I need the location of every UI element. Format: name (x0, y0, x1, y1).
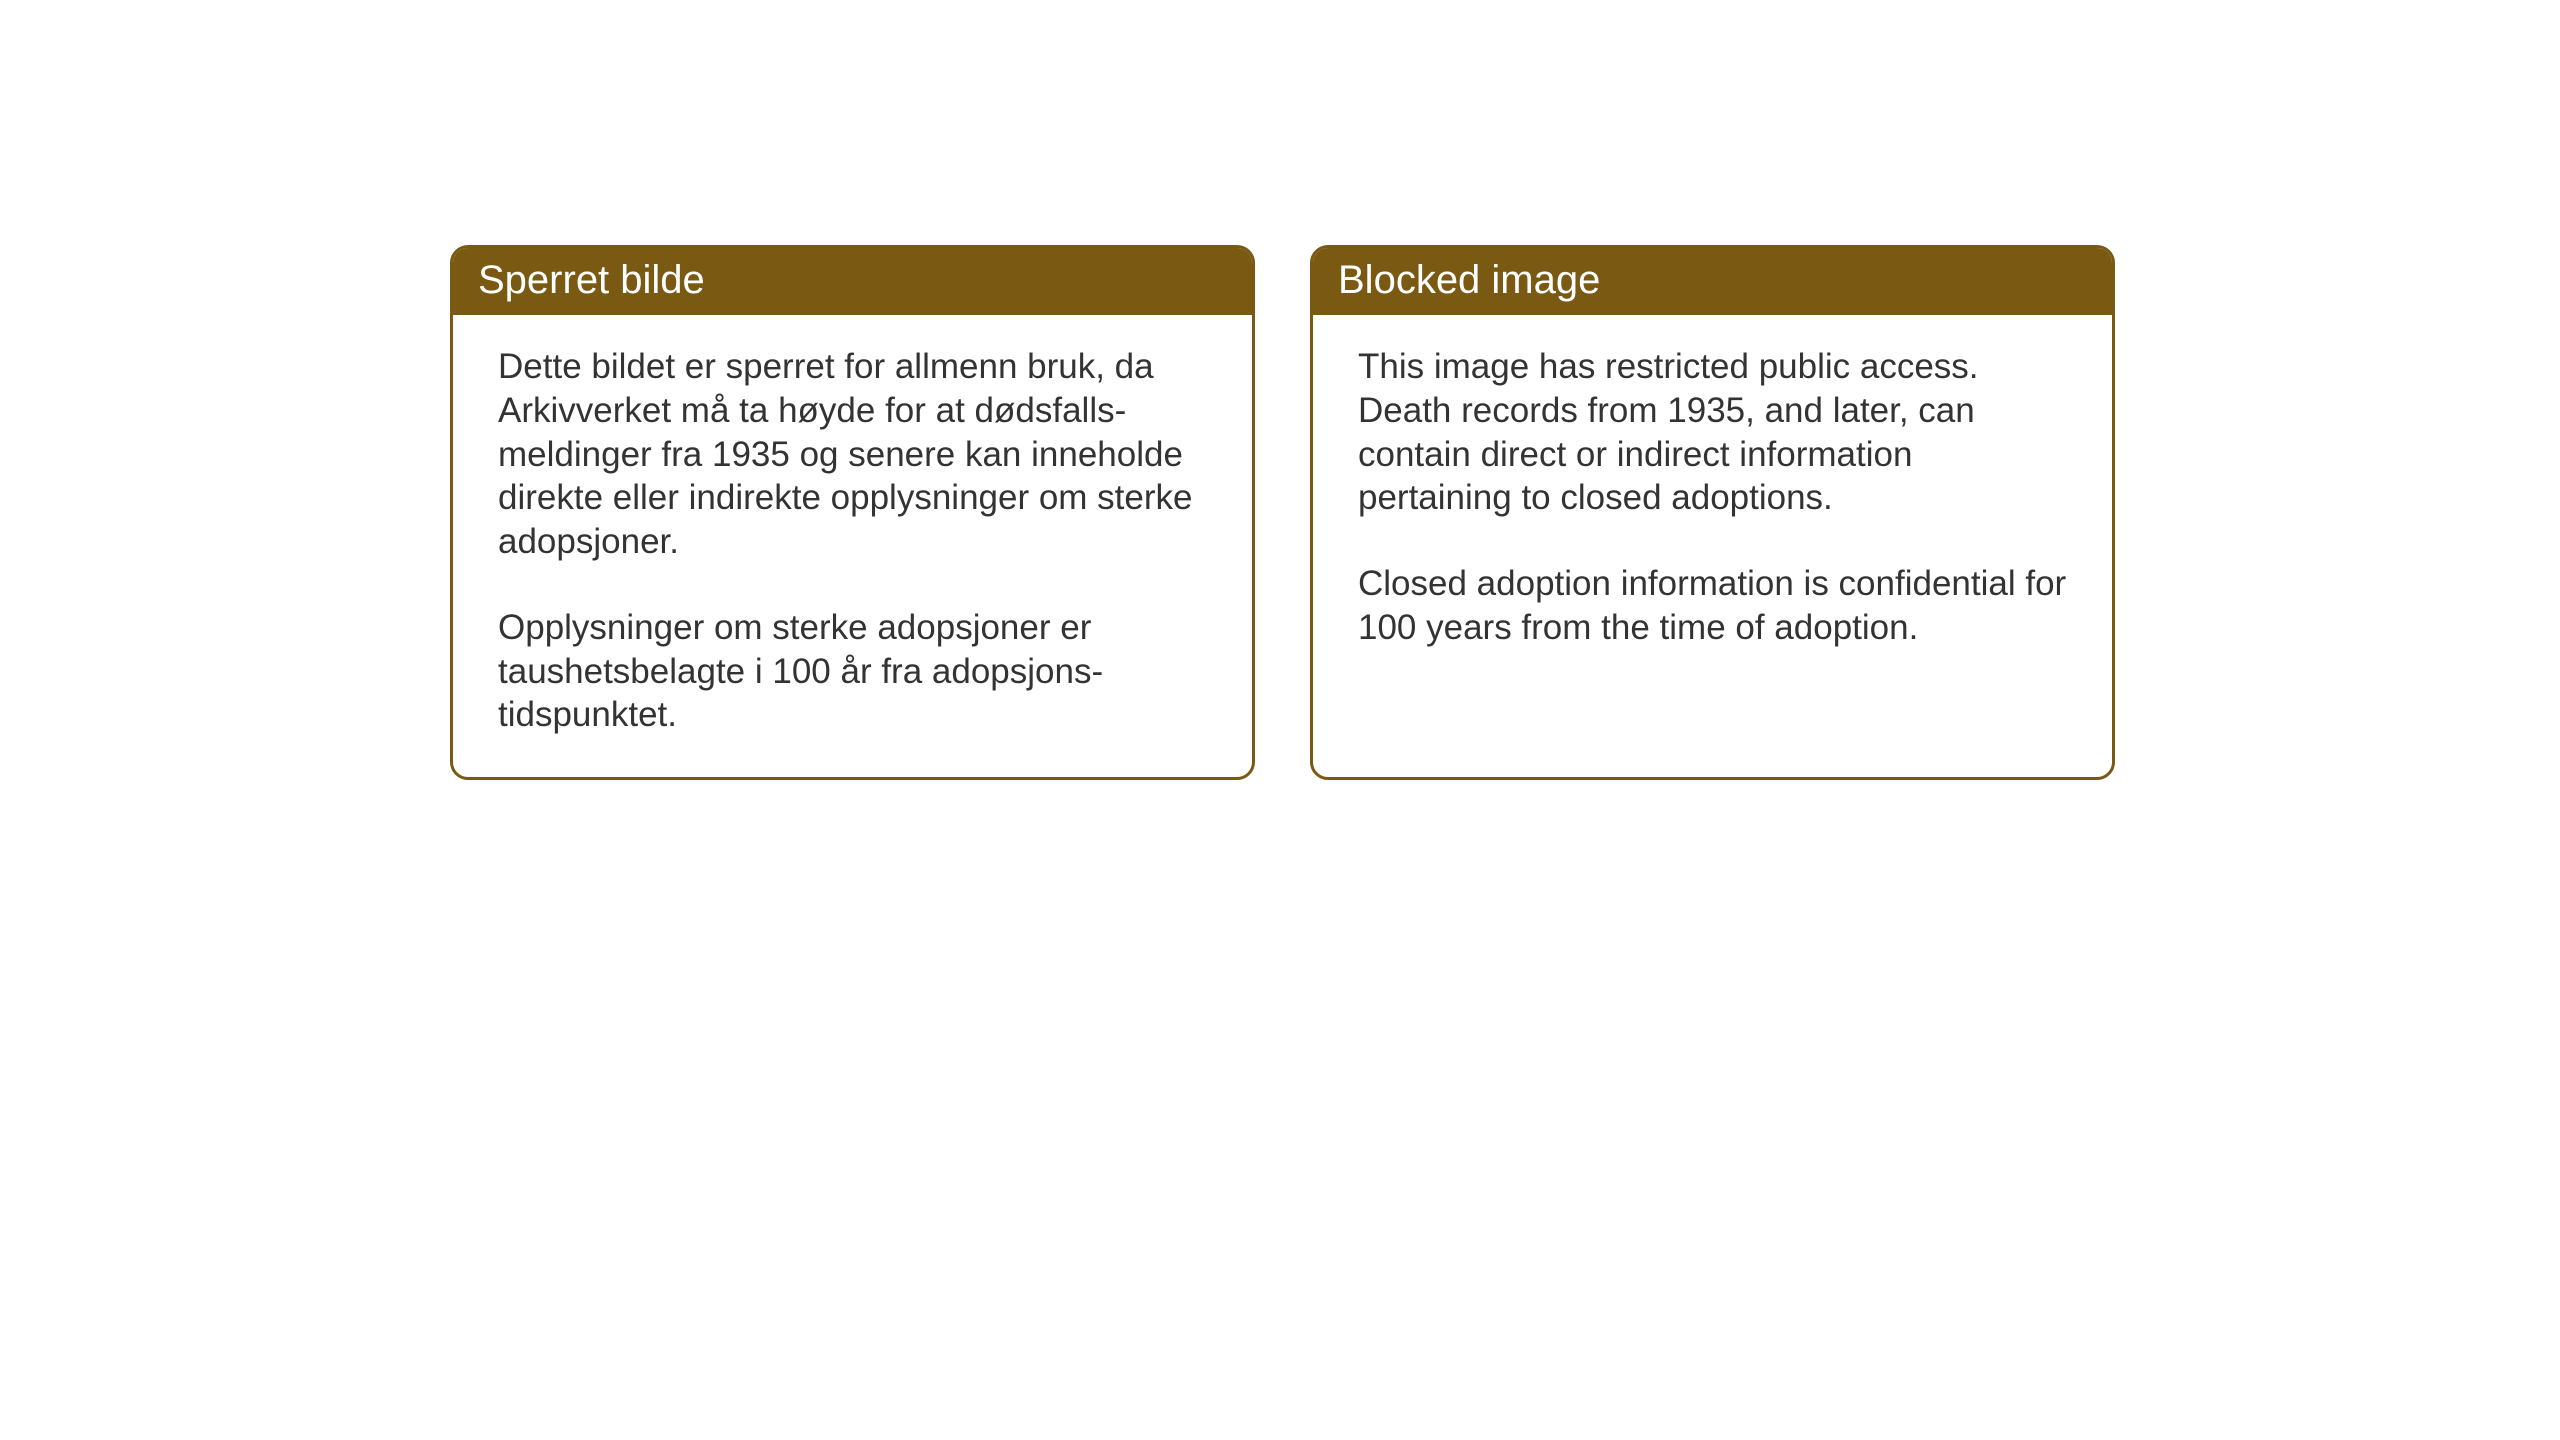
english-notice-panel: Blocked image This image has restricted … (1310, 245, 2115, 780)
norwegian-panel-title: Sperret bilde (453, 248, 1252, 315)
norwegian-panel-body: Dette bildet er sperret for allmenn bruk… (453, 315, 1252, 777)
norwegian-paragraph-2: Opplysninger om sterke adopsjoner er tau… (498, 606, 1212, 737)
norwegian-notice-panel: Sperret bilde Dette bildet er sperret fo… (450, 245, 1255, 780)
english-panel-title: Blocked image (1313, 248, 2112, 315)
english-panel-body: This image has restricted public access.… (1313, 315, 2112, 715)
notice-container: Sperret bilde Dette bildet er sperret fo… (450, 245, 2115, 780)
english-paragraph-2: Closed adoption information is confident… (1358, 562, 2072, 650)
english-paragraph-1: This image has restricted public access.… (1358, 345, 2072, 520)
norwegian-paragraph-1: Dette bildet er sperret for allmenn bruk… (498, 345, 1212, 564)
